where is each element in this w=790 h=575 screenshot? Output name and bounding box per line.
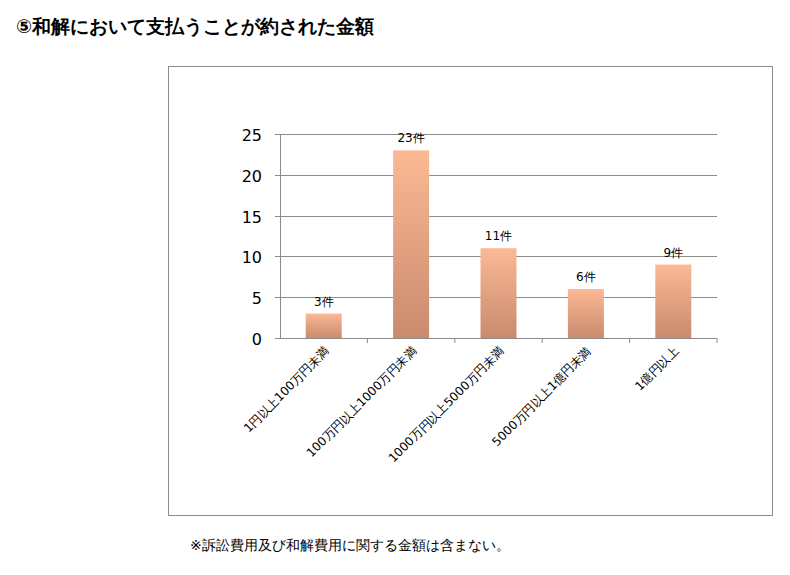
y-tick-label: 25 <box>242 126 262 145</box>
grid-line <box>280 338 717 339</box>
y-axis <box>280 134 281 338</box>
x-tick <box>542 338 543 343</box>
title: ⑤和解において支払うことが約された金額 <box>16 15 374 38</box>
data-label: 3件 <box>314 295 334 309</box>
bar <box>655 265 691 338</box>
x-tick <box>629 338 630 343</box>
data-label: 6件 <box>576 270 596 284</box>
chart-frame <box>169 67 773 516</box>
bar <box>481 248 517 338</box>
x-tick <box>367 338 368 343</box>
x-tick <box>454 338 455 343</box>
y-tick-label: 5 <box>252 289 262 308</box>
annotation: ※訴訟費用及び和解費用に関する金額は含まない。 <box>190 537 510 553</box>
y-tick <box>275 297 280 298</box>
x-axis <box>280 338 717 339</box>
x-tick <box>717 338 718 343</box>
x-tick-label: 1億円以上 <box>632 344 681 393</box>
grid-line <box>280 216 717 217</box>
y-tick <box>275 256 280 257</box>
y-tick <box>275 175 280 176</box>
x-tick-label: 5000万円以上1億円未満 <box>489 344 594 449</box>
y-tick-label: 20 <box>242 167 262 186</box>
bar <box>393 150 429 338</box>
data-label: 9件 <box>663 246 683 260</box>
chart-root: ⑤和解において支払うことが約された金額 0 5 10 15 20 25 3件 1円以上100万円… <box>0 0 790 575</box>
y-tick <box>275 134 280 135</box>
x-tick-label: 1000万円以上5000万円未満 <box>386 344 507 465</box>
y-tick <box>275 338 280 339</box>
data-label: 23件 <box>397 131 424 145</box>
bars <box>306 150 692 338</box>
grid-line <box>280 134 717 135</box>
y-tick-label: 15 <box>242 208 262 227</box>
y-tick-label: 10 <box>242 248 262 267</box>
y-tick <box>275 216 280 217</box>
bar <box>306 314 342 338</box>
x-tick-label: 1円以上100万円未満 <box>241 344 332 435</box>
chart-svg: ⑤和解において支払うことが約された金額 0 5 10 15 20 25 3件 1円以上100万円… <box>0 0 790 575</box>
y-tick-label: 0 <box>252 330 262 349</box>
grid-line <box>280 175 717 176</box>
bar <box>568 289 604 338</box>
data-label: 11件 <box>485 229 512 243</box>
